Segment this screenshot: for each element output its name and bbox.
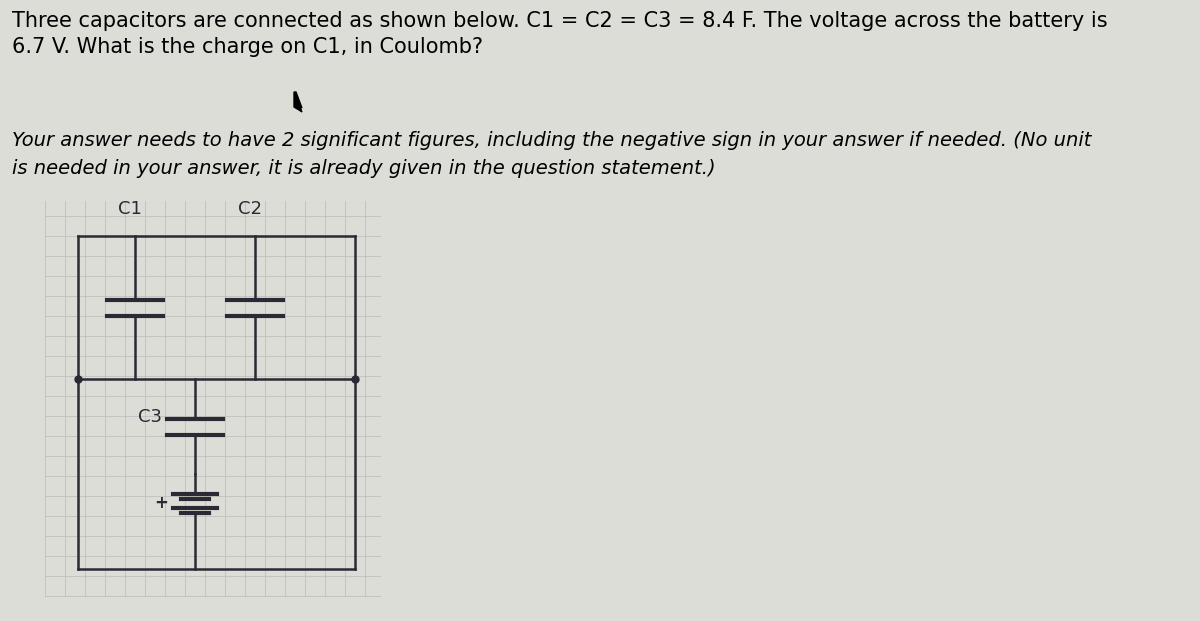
Text: C1: C1	[118, 200, 142, 218]
Text: C2: C2	[238, 200, 262, 218]
Polygon shape	[294, 92, 302, 112]
Text: C3: C3	[138, 407, 162, 425]
Text: +: +	[154, 494, 168, 512]
Text: Your answer needs to have 2 significant figures, including the negative sign in : Your answer needs to have 2 significant …	[12, 131, 1091, 150]
Text: is needed in your answer, it is already given in the question statement.): is needed in your answer, it is already …	[12, 159, 715, 178]
Text: Three capacitors are connected as shown below. C1 = C2 = C3 = 8.4 F. The voltage: Three capacitors are connected as shown …	[12, 11, 1108, 57]
